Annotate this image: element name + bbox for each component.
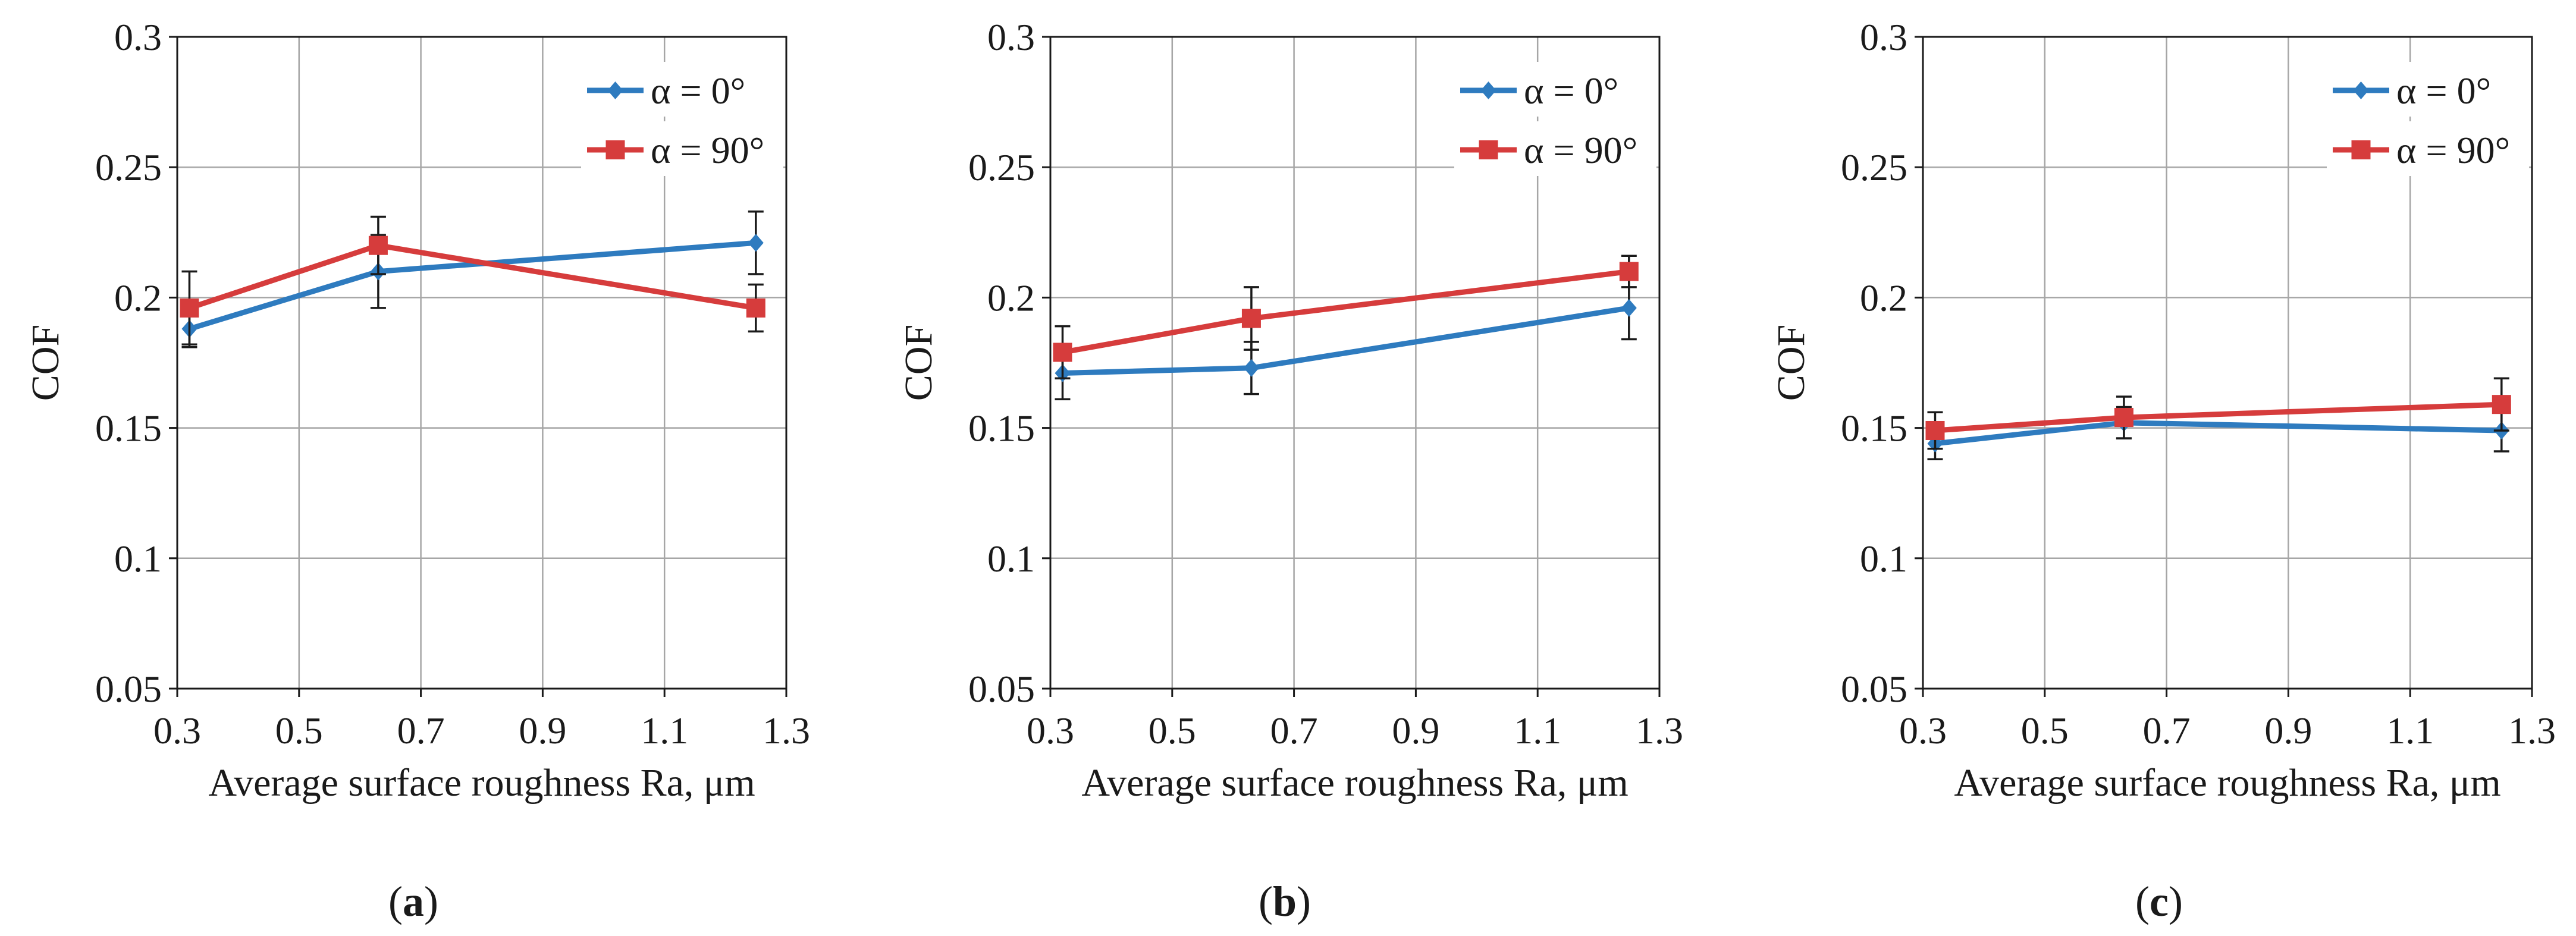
plot-frame (1049, 36, 1661, 690)
y-tick-label: 0.05 (1841, 668, 1907, 710)
data-point-square (2492, 395, 2511, 414)
y-tick-label: 0.1 (114, 538, 162, 580)
panel-letter: b (1273, 878, 1297, 925)
y-tick-label: 0.05 (95, 668, 162, 710)
y-tick-label: 0.3 (987, 16, 1035, 58)
series-line (189, 240, 757, 332)
series-alpha-90 (180, 215, 765, 346)
series-alpha-90 (1925, 377, 2511, 450)
legend-marker-diamond (2353, 81, 2369, 99)
y-axis-title: COF (1769, 325, 1813, 401)
y-tick-label: 0.3 (1860, 16, 1907, 58)
x-tick-label: 0.3 (1899, 709, 1947, 752)
data-point-diamond (748, 234, 764, 252)
x-tick-label: 1.1 (1514, 709, 1561, 752)
panel-label: (a) (388, 878, 438, 925)
legend-marker-square (605, 140, 625, 159)
legend-marker-square (2351, 140, 2371, 159)
chart-panel-c: 0.3 0.5 0.7 0.9 1.1 1.30.050.10.150.20.250.3A… (1769, 16, 2556, 925)
legend: α = 0° α = 90° (1454, 62, 1656, 176)
data-point-diamond (1621, 299, 1637, 317)
x-tick-label: 0.3 (1027, 709, 1074, 752)
legend: α = 0° α = 90° (581, 62, 783, 176)
x-tick-label: 0.7 (2143, 709, 2191, 752)
data-point-square (1053, 343, 1072, 362)
legend-marker-square (1479, 140, 1498, 159)
y-tick-label: 0.2 (114, 277, 162, 319)
x-axis-title: Average surface roughness Ra, μm (1081, 761, 1628, 805)
legend-label: α = 90° (651, 129, 764, 171)
y-tick-label: 0.05 (968, 668, 1035, 710)
x-tick-label: 0.3 (153, 709, 201, 752)
data-point-square (746, 298, 765, 318)
legend-label: α = 90° (2396, 129, 2510, 171)
data-point-square (2114, 408, 2133, 428)
data-point-square (180, 298, 199, 318)
series-alpha-90 (1053, 255, 1639, 380)
x-tick-label: 0.7 (1270, 709, 1318, 752)
y-axis-title: COF (24, 325, 67, 401)
x-tick-label: 1.3 (2508, 709, 2556, 752)
data-point-square (1241, 309, 1261, 328)
x-tick-label: 0.5 (275, 709, 323, 752)
legend-marker-diamond (607, 81, 623, 99)
x-tick-label: 0.9 (519, 709, 566, 752)
panel-letter: a (403, 878, 424, 925)
y-tick-label: 0.2 (1860, 277, 1907, 319)
y-tick-label: 0.15 (95, 407, 162, 450)
legend-label: α = 0° (1524, 70, 1618, 112)
x-axis-title: Average surface roughness Ra, μm (208, 761, 755, 805)
x-tick-label: 0.9 (2264, 709, 2312, 752)
chart-panel-a: 0.3 0.5 0.7 0.9 1.1 1.30.050.10.150.20.250.3A… (24, 16, 810, 925)
y-tick-label: 0.25 (1841, 146, 1907, 189)
x-tick-label: 1.3 (1636, 709, 1683, 752)
panel-label: (c) (2135, 878, 2183, 925)
x-tick-label: 1.3 (763, 709, 810, 752)
panel-letter: c (2150, 878, 2169, 925)
y-tick-label: 0.25 (968, 146, 1035, 189)
data-point-diamond (1243, 359, 1259, 377)
series-line (1062, 305, 1630, 376)
x-tick-label: 0.7 (397, 709, 445, 752)
y-tick-label: 0.15 (1841, 407, 1907, 450)
series-line (1062, 269, 1630, 355)
data-point-square (368, 235, 388, 255)
y-tick-label: 0.25 (95, 146, 162, 189)
series-line (189, 243, 757, 311)
panel-label: (b) (1259, 878, 1311, 925)
chart-panel-b: 0.3 0.5 0.7 0.9 1.1 1.30.050.10.150.20.250.3A… (897, 16, 1683, 925)
y-tick-label: 0.1 (987, 538, 1035, 580)
legend: α = 0° α = 90° (2327, 62, 2529, 176)
x-tick-label: 0.5 (1149, 709, 1196, 752)
legend-label: α = 0° (2396, 70, 2491, 112)
x-tick-label: 1.1 (641, 709, 688, 752)
y-tick-label: 0.3 (114, 16, 162, 58)
y-tick-label: 0.1 (1860, 538, 1907, 580)
x-tick-label: 1.1 (2386, 709, 2434, 752)
x-tick-label: 0.5 (2021, 709, 2069, 752)
legend-label: α = 0° (651, 70, 745, 112)
plot-frame (176, 36, 787, 690)
x-axis-title: Average surface roughness Ra, μm (1954, 761, 2500, 805)
y-tick-label: 0.2 (987, 277, 1035, 319)
data-point-square (1619, 262, 1639, 281)
y-tick-label: 0.15 (968, 407, 1035, 450)
legend-marker-diamond (1480, 81, 1496, 99)
plot-frame (1922, 36, 2533, 690)
x-tick-label: 0.9 (1392, 709, 1439, 752)
data-point-square (1925, 420, 1945, 440)
legend-label: α = 90° (1524, 129, 1637, 171)
y-axis-title: COF (897, 325, 940, 401)
